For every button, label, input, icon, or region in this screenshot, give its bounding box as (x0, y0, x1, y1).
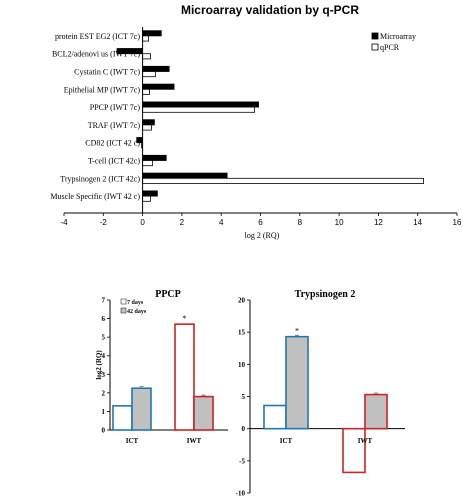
bar-microarray-ppcp-iwt-7c (142, 101, 259, 108)
x-tick-label: 4 (219, 218, 224, 227)
bar-microarray-t-cell-ict-42c (142, 154, 167, 161)
bar-qpcr-ppcp-iwt-7c (142, 106, 256, 113)
bar-qpcr-protein-est-eg2-ict-7c (142, 35, 149, 42)
x-tick-label: 14 (413, 218, 422, 227)
y-tick-label: 10 (238, 361, 246, 369)
category-label-iwt: IWT (358, 437, 373, 445)
legend-label-qpcr: qPCR (380, 43, 400, 52)
y-tick-label: 2 (102, 389, 106, 397)
y-tick-label: 6 (102, 315, 106, 323)
legend-label-7-days: 7 days (127, 300, 144, 306)
bar-microarray-traf-iwt-7c (142, 119, 155, 126)
bar-qpcr-epithelial-mp-iwt-7c (142, 88, 150, 95)
bar-microarray-cd82-ict-42-c (136, 137, 144, 144)
y-tick-label: 20 (238, 297, 246, 305)
bar-qpcr-muscle-specific-iwt-42-c (142, 195, 151, 202)
category-label-protein-est-eg2-ict-7c: protein EST EG2 (ICT 7c) (55, 32, 140, 41)
bar-qpcr-bcl2-adenovi-us-iwt-7c (142, 53, 151, 60)
bar-7-days-ict (112, 405, 133, 431)
bar-qpcr-cystatin-c-iwt-7c (142, 71, 156, 78)
bar-42-days-ict (285, 335, 309, 430)
bar-7-days-iwt (174, 323, 195, 431)
y-tick-label: 3 (102, 371, 106, 379)
legend-swatch-qpcr (371, 43, 379, 51)
x-tick-label: 16 (453, 218, 462, 227)
bar-microarray-epithelial-mp-iwt-7c (142, 83, 175, 90)
category-label-ppcp-iwt-7c: PPCP (IWT 7c) (90, 103, 141, 112)
x-tick-label: -2 (100, 218, 108, 227)
category-label-iwt: IWT (187, 437, 202, 445)
category-label-bcl2-adenovi-us-iwt-7c: BCL2/adenovi us (IWT 7c) (52, 50, 140, 59)
x-tick-label: -4 (60, 218, 68, 227)
legend-label-42-days: 42 days (127, 309, 147, 315)
bar-microarray-trypsinogen-2-ict-42c (142, 172, 228, 179)
category-label-cd82-ict-42-c: CD82 (ICT 42 c) (85, 139, 140, 148)
category-label-epithelial-mp-iwt-7c: Epithelial MP (IWT 7c) (64, 85, 141, 94)
category-label-trypsinogen-2-ict-42c: Trypsinogen 2 (ICT 42c) (60, 174, 140, 183)
x-tick-label: 8 (298, 218, 303, 227)
chart-title: Microarray validation by q-PCR (181, 3, 359, 17)
category-label-traf-iwt-7c: TRAF (IWT 7c) (88, 121, 141, 130)
x-tick-label: 6 (258, 218, 263, 227)
bar-42-days-iwt (193, 395, 214, 431)
y-tick-label: 15 (238, 329, 246, 337)
bar-microarray-bcl2-adenovi-us-iwt-7c (116, 48, 144, 55)
legend-swatch-7-days (120, 298, 127, 305)
legend: 7 days 42 days (120, 298, 147, 315)
x-tick-label: 0 (140, 218, 145, 227)
y-tick-label: 0 (242, 425, 246, 433)
bar-microarray-muscle-specific-iwt-42-c (142, 190, 158, 197)
y-tick-label: 0 (102, 427, 106, 435)
category-label-ict: ICT (280, 437, 293, 445)
y-tick-label: 7 (102, 297, 106, 305)
bar-42-days-ict (131, 387, 152, 431)
chart-title: Trypsinogen 2 (295, 289, 356, 300)
legend: Microarray qPCR (371, 32, 416, 52)
ppcp-chart: PPCP log2 (RQ) 0 1 2 3 4 5 6 7 ICT IWT * 7 days 4… (95, 289, 228, 445)
x-tick-label: 2 (180, 218, 185, 227)
bar-microarray-cystatin-c-iwt-7c (142, 65, 170, 72)
x-tick-label: 12 (374, 218, 383, 227)
x-tick-label: 10 (335, 218, 344, 227)
category-label-muscle-specific-iwt-42-c: Muscle Specific (IWT 42 c) (50, 192, 140, 201)
bar-7-days-ict (263, 404, 287, 430)
chart-title: PPCP (155, 289, 181, 300)
significance-marker: * (183, 314, 187, 323)
trypsinogen-chart: Trypsinogen 2 -10 -5 0 5 10 15 20 ICT IWT * (236, 289, 405, 498)
category-label-ict: ICT (126, 437, 139, 445)
y-tick-label: 1 (102, 408, 106, 416)
y-tick-label: 5 (242, 393, 246, 401)
legend-swatch-42-days (120, 307, 127, 314)
legend-label-microarray: Microarray (380, 32, 416, 41)
bar-42-days-iwt (364, 393, 388, 430)
category-label-cystatin-c-iwt-7c: Cystatin C (IWT 7c) (74, 68, 140, 77)
bar-microarray-protein-est-eg2-ict-7c (142, 30, 162, 37)
microarray-chart: Microarray validation by q-PCR protein E… (50, 3, 462, 240)
y-tick-label: 4 (102, 352, 106, 360)
bar-qpcr-traf-iwt-7c (142, 124, 152, 131)
y-tick-label: 5 (102, 334, 106, 342)
y-axis-label: log2 (RQ) (95, 350, 103, 380)
bar-qpcr-trypsinogen-2-ict-42c (142, 177, 424, 184)
bar-7-days-iwt (342, 427, 366, 474)
x-axis-label: log 2 (RQ) (245, 231, 280, 240)
bar-qpcr-t-cell-ict-42c (142, 160, 153, 167)
y-tick-label: -10 (236, 490, 246, 498)
significance-marker: * (295, 327, 299, 336)
y-tick-label: -5 (239, 457, 245, 465)
legend-swatch-microarray (371, 32, 379, 40)
category-label-t-cell-ict-42c: T-cell (ICT 42c) (88, 157, 140, 166)
